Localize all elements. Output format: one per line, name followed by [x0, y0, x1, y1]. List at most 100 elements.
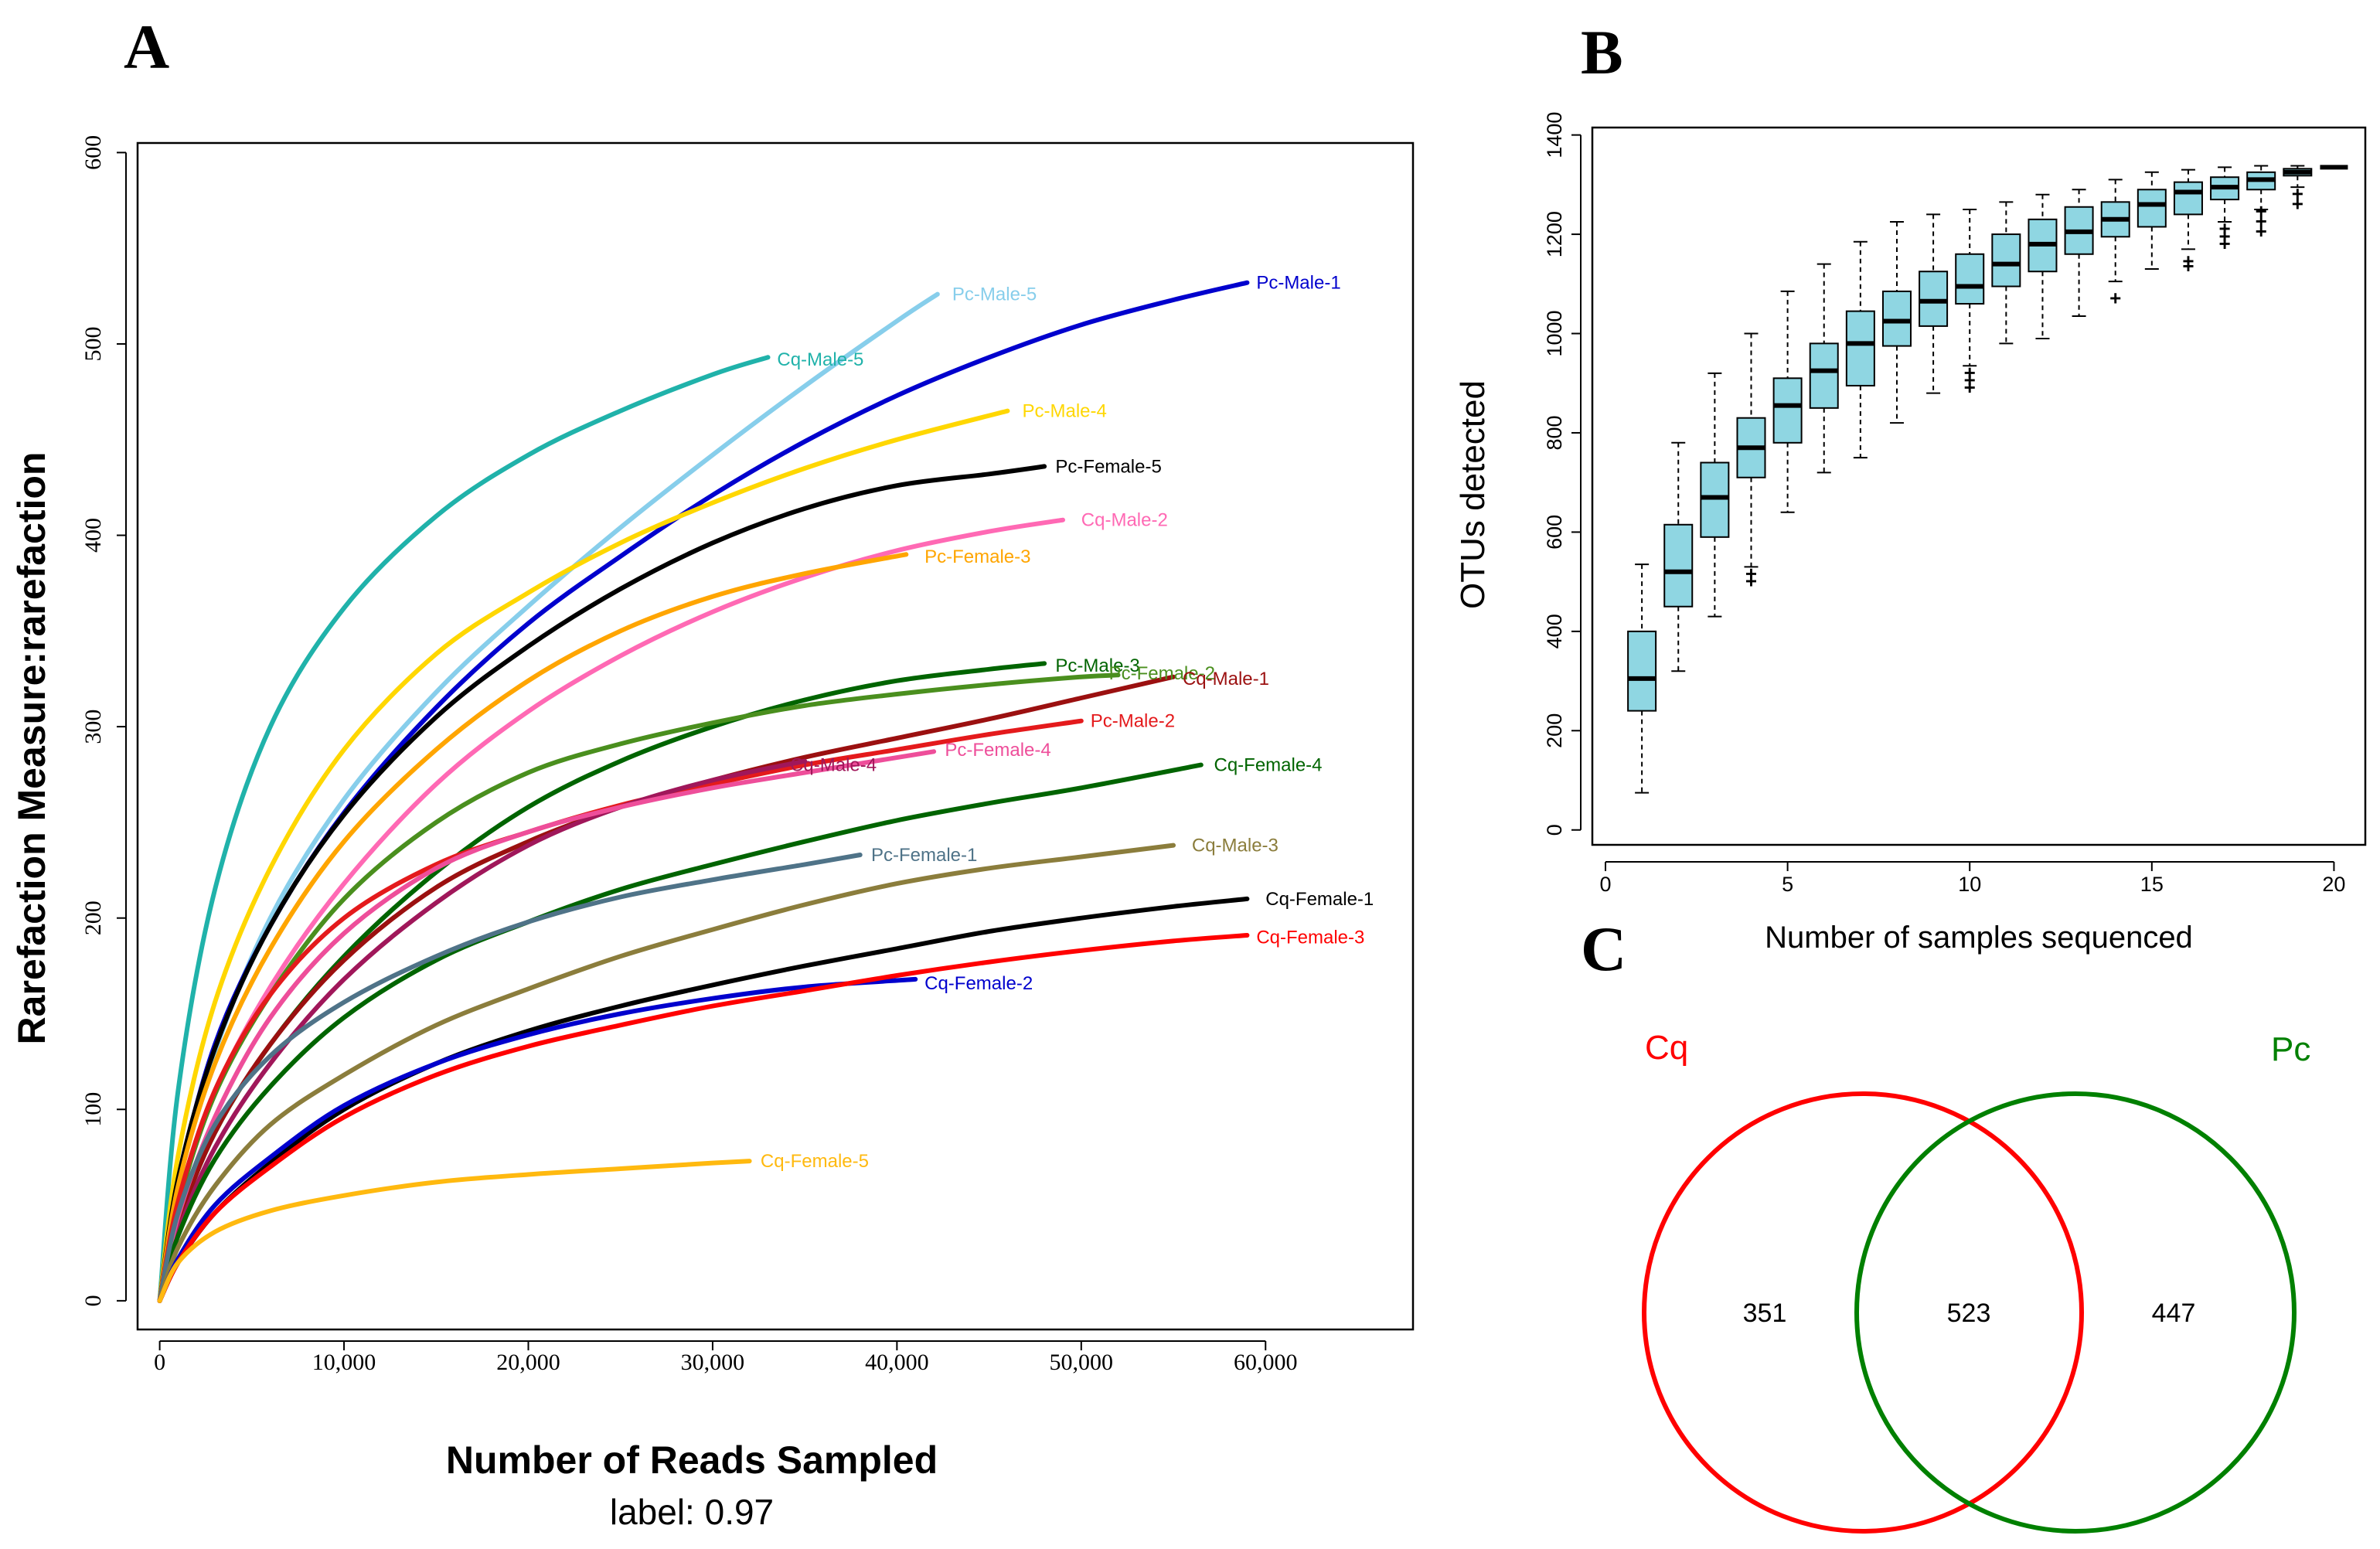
y-tick-label-b: 0: [1543, 824, 1566, 836]
x-tick-label-a: 50,000: [1050, 1350, 1114, 1375]
box-15: [2137, 171, 2167, 271]
x-tick-label-a: 40,000: [865, 1350, 929, 1375]
y-tick-label-a: 500: [80, 327, 106, 362]
box-5: [1772, 290, 1803, 513]
curve-cq-female-3: [157, 933, 1250, 1303]
curve-label-cq-male-4: Cq-Male-4: [790, 755, 877, 776]
venn-circle-cq: [1642, 1091, 2084, 1534]
x-axis-a: 0 10,000 20,000 30,000 40,000 50,000 60,000: [154, 1340, 1298, 1375]
y-tick-label-b: 800: [1543, 415, 1566, 450]
plot-frame-a: [136, 141, 1415, 1331]
box-1: [1627, 563, 1657, 794]
box-iqr: [1881, 290, 1912, 347]
outlier-marker: +: [2182, 249, 2194, 272]
curve-cq-female-4: [157, 762, 1204, 1303]
venn-circle-pc: [1854, 1091, 2297, 1534]
box-7: [1845, 240, 1875, 459]
box-4: ++: [1736, 332, 1766, 593]
curve-label-pc-male-1: Pc-Male-1: [1256, 273, 1340, 294]
rarefaction-chart: Pc-Male-5 Pc-Male-1 Cq-Male-5 Pc-Male-4 Pc-F…: [10, 135, 1415, 1532]
box-16: ++: [2173, 169, 2203, 277]
outlier-marker: +: [1964, 376, 1976, 399]
box-14: +: [2100, 179, 2130, 310]
outlier-marker: +: [2256, 199, 2267, 223]
y-tick-label-a: 0: [80, 1295, 106, 1306]
x-axis-title-a: Number of Reads Sampled: [446, 1438, 938, 1482]
box-12: [2028, 193, 2058, 339]
y-axis-b: 0 200 400 600 800 1000 1200 1400: [1543, 112, 1582, 836]
y-tick-label-b: 1000: [1543, 310, 1566, 356]
box-3: [1700, 372, 1730, 618]
curve-cq-female-5: [157, 1159, 752, 1303]
box-10: +++: [1955, 208, 1985, 399]
box-17: +++: [2210, 166, 2240, 255]
box-iqr: [2137, 189, 2167, 228]
boxplots: +++++++++++ +++ ++: [1627, 165, 2348, 794]
panel-letter-c: C: [1581, 914, 1626, 984]
outlier-marker: +: [2256, 220, 2267, 243]
curve-cq-male-3: [157, 843, 1176, 1303]
y-tick-label-a: 300: [80, 710, 106, 744]
curve-label-cq-male-1: Cq-Male-1: [1183, 669, 1269, 689]
y-axis-title-a: Rarefaction Measure:rarefaction: [10, 452, 53, 1045]
curve-labels: Pc-Male-5 Pc-Male-1 Cq-Male-5 Pc-Male-4 Pc-F…: [761, 273, 1374, 1172]
curve-label-pc-male-2: Pc-Male-2: [1091, 711, 1175, 732]
x-axis-subtitle-a: label: 0.97: [610, 1492, 774, 1532]
curve-label-cq-male-2: Cq-Male-2: [1081, 510, 1168, 531]
panel-letter-a: A: [124, 12, 169, 82]
x-tick-label-a: 30,000: [681, 1350, 745, 1375]
x-tick-label-a: 10,000: [312, 1350, 376, 1375]
y-tick-label-b: 1200: [1543, 211, 1566, 257]
outlier-marker: +: [2218, 217, 2230, 240]
y-tick-label-a: 600: [80, 135, 106, 170]
venn-count-cq-only: 351: [1743, 1299, 1787, 1328]
box-iqr: [1919, 271, 1949, 327]
outlier-marker: +: [2218, 232, 2230, 255]
otu-boxplot: +++++++++++ +++ ++ 0 5 10 15 20 02004006008001…: [1454, 112, 2367, 955]
box-iqr: [1627, 630, 1657, 712]
curve-pc-female-3: [157, 552, 909, 1303]
box-iqr: [1955, 253, 1985, 305]
curve-label-cq-female-1: Cq-Female-1: [1265, 889, 1374, 910]
curve-label-pc-male-4: Pc-Male-4: [1023, 401, 1107, 422]
x-axis-title-b: Number of samples sequenced: [1765, 921, 2193, 955]
box-11: [1991, 201, 2021, 345]
y-axis-a: 0 100 200 300 400 500 600: [80, 135, 127, 1306]
venn-count-intersection: 523: [1947, 1299, 1991, 1328]
curve-cq-male-4: [157, 758, 808, 1303]
outlier-marker: +: [1745, 570, 1757, 593]
box-8: [1881, 221, 1912, 424]
curve-cq-female-2: [157, 976, 918, 1303]
venn-count-pc-only: 447: [2152, 1299, 2196, 1328]
outlier-marker: +: [2182, 254, 2194, 277]
curve-label-cq-female-5: Cq-Female-5: [761, 1151, 869, 1172]
curve-label-cq-male-5: Cq-Male-5: [777, 349, 863, 370]
x-tick-label-b: 0: [1599, 873, 1611, 896]
box-6: [1809, 263, 1839, 474]
x-tick-label-b: 15: [2140, 873, 2164, 896]
venn-label-pc: Pc: [2271, 1030, 2310, 1068]
curve-label-pc-female-1: Pc-Female-1: [871, 845, 977, 866]
venn-diagram: Cq Pc 351 523 447: [1642, 1029, 2310, 1534]
box-9: [1919, 213, 1949, 394]
y-tick-label-b: 200: [1543, 713, 1566, 748]
box-iqr: [1809, 342, 1839, 409]
outlier-marker: +: [2292, 182, 2303, 206]
curve-label-pc-female-5: Pc-Female-5: [1055, 456, 1161, 477]
outlier-marker: +: [1964, 361, 1976, 384]
curve-pc-female-1: [157, 853, 863, 1303]
outlier-marker: +: [2218, 224, 2230, 247]
y-tick-label-a: 400: [80, 518, 106, 553]
curve-pc-male-4: [157, 408, 1010, 1303]
outlier-marker: +: [2292, 192, 2303, 216]
x-tick-label-a: 60,000: [1234, 1350, 1298, 1375]
box-iqr: [1663, 523, 1694, 608]
x-tick-label-a: 20,000: [496, 1350, 560, 1375]
curve-label-cq-female-2: Cq-Female-2: [924, 973, 1033, 994]
curve-pc-female-5: [157, 464, 1047, 1303]
x-tick-label-b: 5: [1782, 873, 1793, 896]
x-tick-label-b: 10: [1958, 873, 1981, 896]
plot-frame-b: [1591, 126, 2367, 846]
